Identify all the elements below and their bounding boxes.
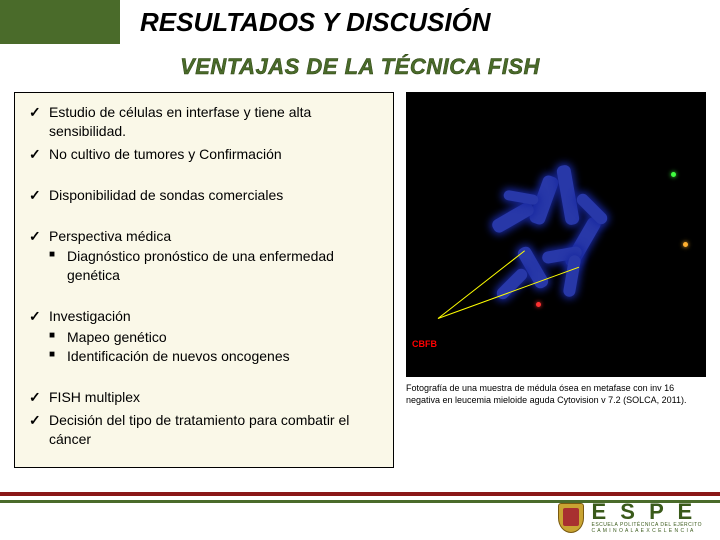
advantage-text: FISH multiplex (49, 389, 140, 405)
advantage-item: Decisión del tipo de tratamiento para co… (27, 411, 381, 449)
advantage-text: Disponibilidad de sondas comerciales (49, 187, 283, 203)
footer-bar: E S P E ESCUELA POLITÉCNICA DEL EJÉRCITO… (0, 492, 720, 540)
logo-text: E S P E ESCUELA POLITÉCNICA DEL EJÉRCITO… (592, 502, 702, 534)
fish-micrograph: CBFB (406, 92, 706, 377)
title-bar: RESULTADOS Y DISCUSIÓN (0, 0, 720, 44)
figure-column: CBFB Fotografía de una muestra de médula… (406, 92, 706, 468)
shield-icon (558, 503, 584, 533)
advantage-item: No cultivo de tumores y Confirmación (27, 145, 381, 164)
advantage-text: Decisión del tipo de tratamiento para co… (49, 412, 349, 447)
advantage-text: Perspectiva médica (49, 228, 171, 244)
figure-caption: Fotografía de una muestra de médula ósea… (406, 383, 706, 406)
list-gap (27, 209, 381, 227)
advantage-subitem: Identificación de nuevos oncogenes (49, 347, 381, 366)
content-area: Estudio de células en interfase y tiene … (0, 92, 720, 468)
slide-subtitle: VENTAJAS DE LA TÉCNICA FISH (0, 54, 720, 80)
logo-line1: ESCUELA POLITÉCNICA DEL EJÉRCITO (592, 522, 702, 528)
logo-line2: C A M I N O A L A E X C E L E N C I A (592, 528, 702, 534)
advantage-text: No cultivo de tumores y Confirmación (49, 146, 282, 162)
advantage-sublist: Mapeo genéticoIdentificación de nuevos o… (49, 328, 381, 366)
advantages-list: Estudio de células en interfase y tiene … (27, 103, 381, 449)
advantage-item: FISH multiplex (27, 388, 381, 407)
list-gap (27, 289, 381, 307)
advantage-item: Estudio de células en interfase y tiene … (27, 103, 381, 141)
institution-logo: E S P E ESCUELA POLITÉCNICA DEL EJÉRCITO… (558, 502, 702, 534)
advantage-text: Investigación (49, 308, 131, 324)
advantage-text: Estudio de células en interfase y tiene … (49, 104, 311, 139)
logo-acronym: E S P E (592, 502, 702, 522)
advantage-item: Disponibilidad de sondas comerciales (27, 186, 381, 205)
advantage-sublist: Diagnóstico pronóstico de una enfermedad… (49, 247, 381, 285)
advantage-item: Perspectiva médica Diagnóstico pronóstico… (27, 227, 381, 286)
title-accent (0, 0, 120, 44)
slide-title: RESULTADOS Y DISCUSIÓN (120, 7, 720, 38)
advantage-subitem: Diagnóstico pronóstico de una enfermedad… (49, 247, 381, 285)
advantage-item: Investigación Mapeo genéticoIdentificació… (27, 307, 381, 366)
signal-red (536, 302, 541, 307)
list-gap (27, 370, 381, 388)
advantage-subitem: Mapeo genético (49, 328, 381, 347)
signal-green (671, 172, 676, 177)
probe-label: CBFB (412, 339, 437, 349)
signal-orange (683, 242, 688, 247)
list-gap (27, 168, 381, 186)
advantages-panel: Estudio de células en interfase y tiene … (14, 92, 394, 468)
